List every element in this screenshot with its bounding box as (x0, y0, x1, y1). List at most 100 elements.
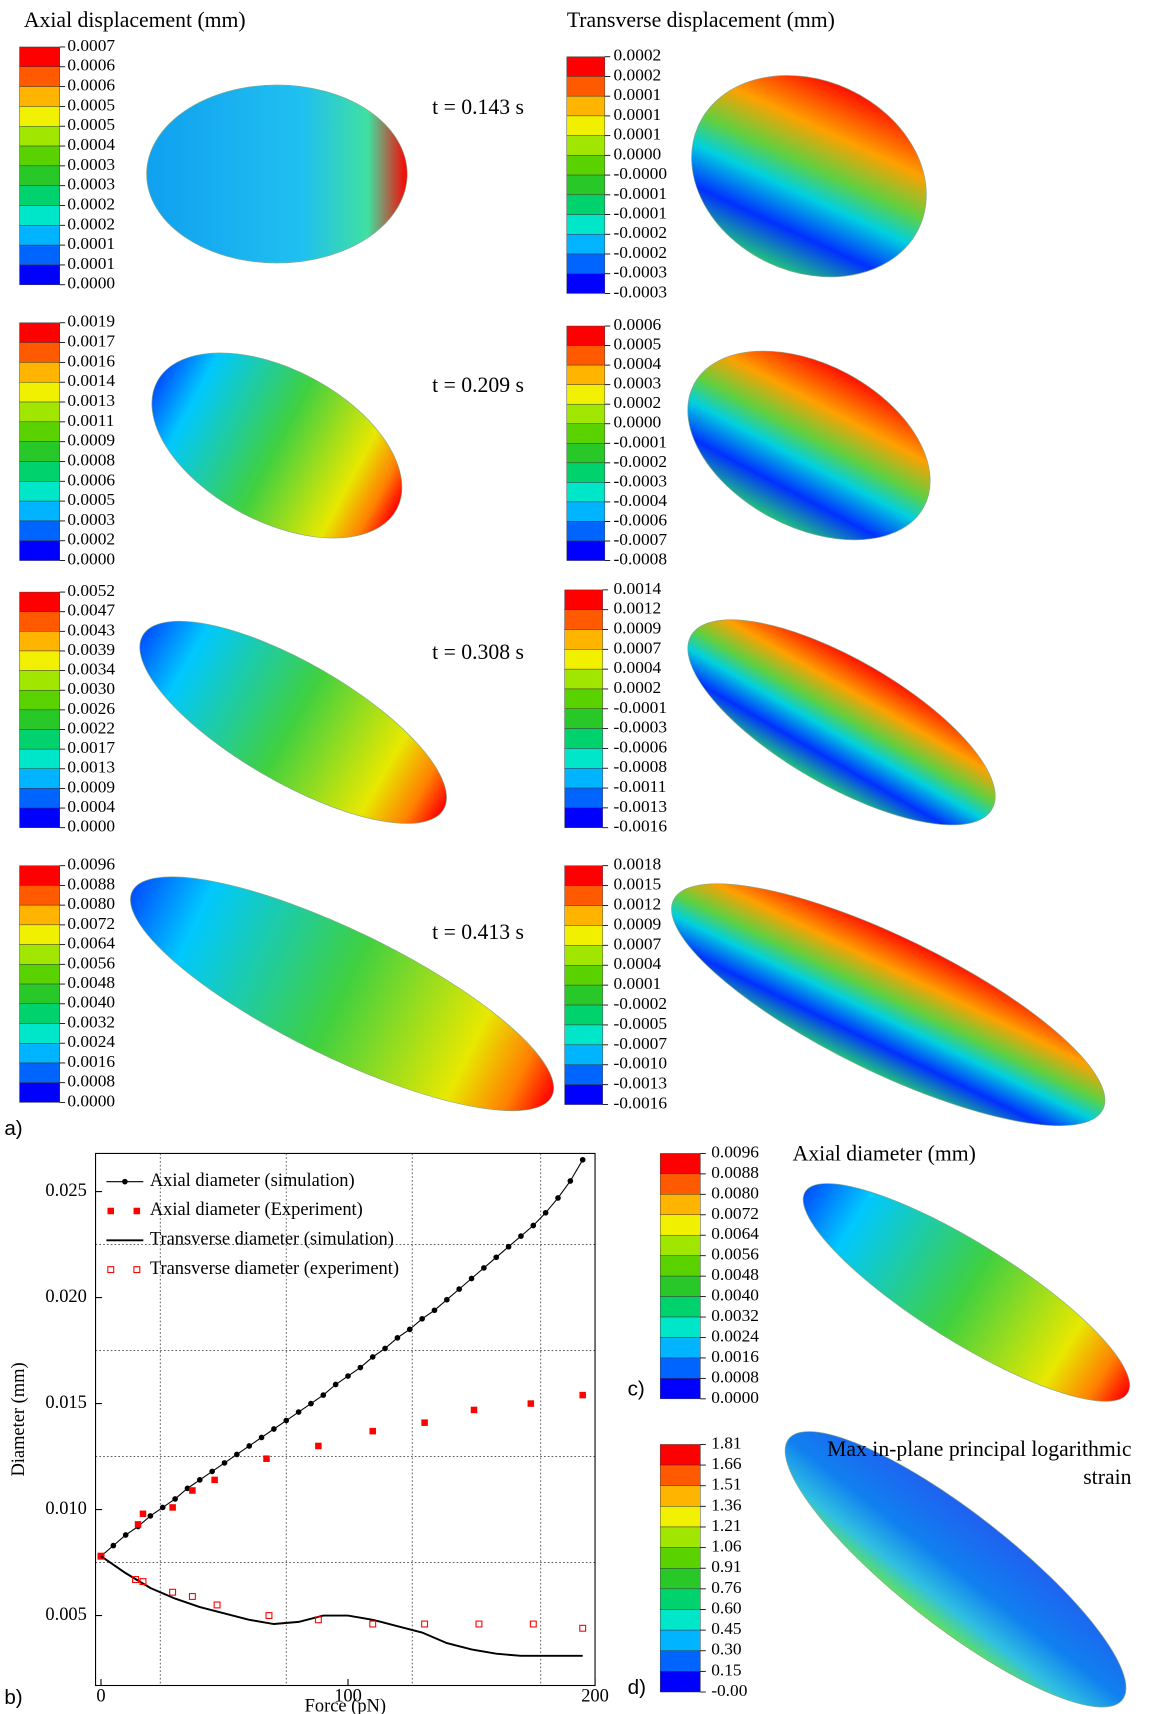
data-point (169, 1588, 177, 1596)
data-point (505, 1243, 512, 1250)
data-point (209, 1468, 215, 1475)
specimen (139, 620, 447, 824)
colorbar-label: 0.0017 (67, 332, 115, 351)
colorbar-label: 0.0014 (614, 579, 662, 598)
specimen (671, 883, 1106, 1126)
color-band (659, 1609, 701, 1631)
colorbar-label: -0.0007 (614, 530, 668, 549)
colorbar-label: 0.0013 (67, 758, 115, 777)
column-title: Transverse displacement (mm) (567, 8, 835, 32)
color-band (19, 66, 60, 87)
colorbar-label: 0.0004 (614, 954, 662, 973)
panel-label: d) (628, 1676, 646, 1699)
colorbar-label: 1.51 (711, 1475, 741, 1494)
colorbar-label: -0.0010 (614, 1054, 668, 1073)
legend-marker (107, 1207, 115, 1215)
colorbar-label: 0.0072 (67, 914, 115, 933)
colorbar-label: 0.0001 (614, 85, 662, 104)
legend-label: Transverse diameter (experiment) (150, 1258, 399, 1279)
legend-label: Axial diameter (Experiment) (150, 1199, 363, 1220)
color-band (566, 482, 606, 503)
data-point (542, 1209, 549, 1216)
colorbar-label: 0.0080 (67, 894, 115, 913)
data-point (475, 1620, 483, 1628)
specimen (151, 352, 403, 539)
data-point (345, 1373, 351, 1379)
colorbar-label: 1.66 (711, 1454, 742, 1473)
color-band (19, 807, 60, 828)
colorbar-label: 0.0004 (614, 354, 662, 373)
colorbar-label: 0.0064 (67, 934, 115, 953)
color-band (19, 983, 60, 1004)
color-band (19, 461, 60, 482)
color-band (19, 964, 60, 985)
color-band (564, 1044, 603, 1065)
colorbar-label: 0.0009 (614, 618, 662, 637)
colorbar-label: -0.0000 (614, 164, 668, 183)
colorbar-label: 0.0000 (711, 1388, 759, 1407)
colorbar-label: -0.0001 (614, 432, 668, 451)
colorbar-label: 0.0024 (711, 1326, 759, 1345)
colorbar-label: 0.0012 (614, 894, 662, 913)
panel-title: Max in-plane principal logarithmic (827, 1437, 1131, 1461)
data-point (295, 1409, 302, 1415)
data-point (211, 1476, 218, 1484)
color-band (564, 688, 603, 709)
data-point (134, 1521, 142, 1528)
legend-marker (107, 1266, 115, 1274)
data-point (369, 1427, 376, 1435)
color-band (659, 1568, 701, 1590)
colorbar-label: 0.0011 (67, 411, 114, 430)
data-point (263, 1455, 270, 1462)
color-band (566, 462, 606, 483)
color-band (19, 145, 60, 167)
colorbar-label: 1.36 (711, 1495, 742, 1514)
specimen (784, 1431, 1127, 1708)
colorbar-label: -0.0002 (614, 243, 668, 262)
colorbar-label: 0.0005 (67, 95, 115, 114)
color-band (564, 748, 603, 769)
color-band (659, 1526, 701, 1548)
data-point (184, 1485, 191, 1492)
color-band (566, 364, 606, 385)
color-band (566, 345, 606, 366)
color-band (659, 1588, 701, 1610)
color-band (19, 46, 60, 67)
colorbar-label: 0.0002 (614, 46, 662, 65)
color-band (19, 500, 60, 522)
data-point (518, 1233, 524, 1239)
colorbar-label: 0.0002 (67, 530, 115, 549)
panel-label: b) (4, 1686, 22, 1709)
color-band (564, 965, 603, 986)
colorbar-label: 0.0006 (67, 76, 115, 95)
specimen (802, 1183, 1130, 1402)
data-point (470, 1406, 478, 1414)
colorbar-label: 0.0002 (614, 65, 662, 84)
colorbar-label: 0.0001 (67, 254, 115, 273)
color-band (19, 631, 60, 652)
colorbar-label: -0.00 (711, 1681, 747, 1700)
color-band (19, 1062, 60, 1083)
colorbar-label: -0.0005 (614, 1014, 668, 1033)
data-point (332, 1381, 339, 1388)
data-point (357, 1364, 364, 1371)
color-band (566, 234, 606, 255)
colorbar-label: 0.0008 (67, 450, 115, 469)
data-point (567, 1178, 574, 1184)
color-band (19, 481, 60, 502)
color-band (566, 155, 606, 176)
color-band (659, 1485, 701, 1507)
colorbar-label: -0.0016 (614, 817, 668, 836)
colorbar-label: 0.0003 (67, 510, 115, 529)
data-point (382, 1345, 388, 1352)
colorbar-label: -0.0002 (614, 223, 668, 242)
color-band (566, 273, 606, 294)
color-band (566, 501, 606, 522)
colorbar-label: -0.0011 (614, 777, 667, 796)
colorbar-label: 0.0064 (711, 1224, 759, 1243)
data-point (147, 1513, 154, 1519)
colorbar-label: 0.0000 (67, 274, 115, 293)
x-tick-label: 100 (334, 1686, 362, 1706)
data-point (234, 1451, 240, 1458)
